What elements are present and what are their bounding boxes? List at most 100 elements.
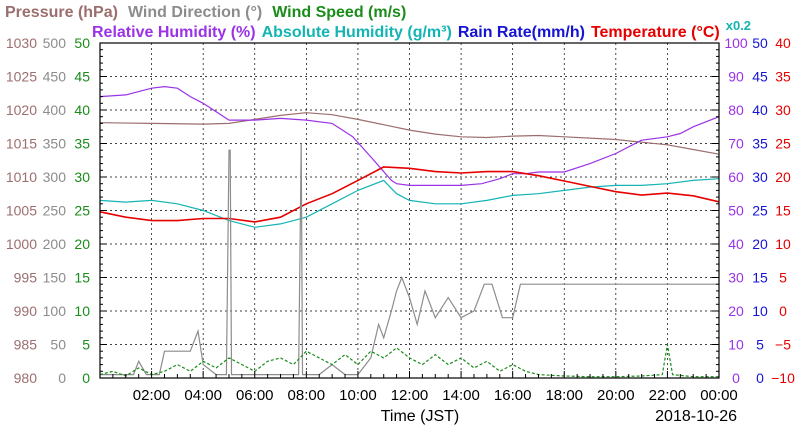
y-tick-wind_direction: 450 <box>43 69 67 85</box>
y-tick-wind_speed: 25 <box>74 203 90 219</box>
y-tick-rain_rate: 45 <box>752 69 768 85</box>
y-tick-rain_rate: 5 <box>756 337 764 353</box>
legend-entry: Pressure (hPa) <box>5 4 118 21</box>
legend-entry: Relative Humidity (%) <box>92 24 256 41</box>
y-tick-temperature: 0 <box>779 303 787 319</box>
y-tick-temperature: 20 <box>775 169 791 185</box>
y-tick-wind_speed: 0 <box>82 370 90 386</box>
y-tick-relative_humidity: 40 <box>728 236 744 252</box>
x-axis: 02:00 04:00 06:00 08:00 10:00 12:00 14:00 16:00… <box>99 371 738 404</box>
y-tick-wind_speed: 30 <box>74 169 90 185</box>
series-line <box>99 344 719 378</box>
y-tick-pressure: 1030 <box>6 35 37 51</box>
y-tick-pressure: 1020 <box>6 102 37 118</box>
y-tick-wind_speed: 35 <box>74 136 90 152</box>
y-tick-relative_humidity: 100 <box>724 35 748 51</box>
series-line <box>100 143 719 376</box>
y-tick-temperature: −10 <box>771 370 795 386</box>
y-tick-rain_rate: 10 <box>752 303 768 319</box>
y-tick-relative_humidity: 60 <box>728 169 744 185</box>
y-tick-temperature: 5 <box>779 270 787 286</box>
y-tick-rain_rate: 20 <box>752 236 768 252</box>
series-line <box>99 112 720 155</box>
legend-entry: Wind Speed (m/s) <box>272 4 406 21</box>
x-tick-label: 04:00 <box>184 387 222 404</box>
x-tick-label: 14:00 <box>442 387 480 404</box>
y-tick-pressure: 990 <box>14 303 38 319</box>
y-tick-wind_speed: 50 <box>74 35 90 51</box>
y-tick-temperature: 10 <box>775 236 791 252</box>
x-tick-label: 02:00 <box>133 387 171 404</box>
y-tick-relative_humidity: 90 <box>728 69 744 85</box>
y-tick-wind_direction: 500 <box>43 35 67 51</box>
y-tick-temperature: 30 <box>775 102 791 118</box>
y-tick-rain_rate: 40 <box>752 102 768 118</box>
x-tick-label: 00:00 <box>700 387 738 404</box>
y-tick-wind_speed: 5 <box>82 337 90 353</box>
y-tick-relative_humidity: 10 <box>728 337 744 353</box>
legend-entry: Temperature (°C) <box>591 24 720 41</box>
y-tick-wind_speed: 20 <box>74 236 90 252</box>
y-tick-pressure: 995 <box>14 270 38 286</box>
series-line <box>99 166 720 223</box>
x-tick-label: 10:00 <box>339 387 377 404</box>
y-tick-rain_rate: 30 <box>752 169 768 185</box>
y-tick-wind_direction: 400 <box>43 102 67 118</box>
y-tick-temperature: −5 <box>775 337 791 353</box>
x-axis-label: Time (JST) <box>381 408 460 425</box>
y-tick-wind_direction: 50 <box>50 337 66 353</box>
legend: Pressure (hPa) Wind Direction (°) Wind Spe… <box>5 4 751 41</box>
y-tick-wind_direction: 200 <box>43 236 67 252</box>
y-tick-rain_rate: 25 <box>752 203 768 219</box>
y-tick-pressure: 1025 <box>6 69 37 85</box>
y-tick-wind_speed: 40 <box>74 102 90 118</box>
series-line <box>99 85 720 186</box>
y-tick-wind_direction: 250 <box>43 203 67 219</box>
y-tick-relative_humidity: 70 <box>728 136 744 152</box>
y-tick-wind_direction: 350 <box>43 136 67 152</box>
y-tick-relative_humidity: 50 <box>728 203 744 219</box>
y-tick-wind_direction: 150 <box>43 270 67 286</box>
y-tick-wind_speed: 45 <box>74 69 90 85</box>
y-tick-temperature: 15 <box>775 203 791 219</box>
x-tick-label: 12:00 <box>391 387 429 404</box>
y-tick-relative_humidity: 30 <box>728 270 744 286</box>
y-tick-wind_speed: 15 <box>74 270 90 286</box>
y-axes: 9809859909951000100510101015102010251030… <box>6 35 795 386</box>
x-tick-label: 22:00 <box>649 387 687 404</box>
y-tick-pressure: 980 <box>14 370 38 386</box>
legend-entry: Wind Direction (°) <box>128 4 262 21</box>
y-tick-temperature: 25 <box>775 136 791 152</box>
y-tick-pressure: 985 <box>14 337 38 353</box>
series-layer <box>99 85 720 378</box>
legend-entry: Absolute Humidity (g/m³) <box>262 24 452 41</box>
y-tick-relative_humidity: 20 <box>728 303 744 319</box>
y-tick-rain_rate: 0 <box>756 370 764 386</box>
legend-scale-note: x0.2 <box>726 18 751 33</box>
y-tick-rain_rate: 15 <box>752 270 768 286</box>
x-tick-label: 16:00 <box>494 387 532 404</box>
y-tick-relative_humidity: 0 <box>732 370 740 386</box>
y-tick-pressure: 1000 <box>6 236 37 252</box>
y-tick-wind_direction: 0 <box>58 370 66 386</box>
y-tick-temperature: 35 <box>775 69 791 85</box>
y-tick-pressure: 1010 <box>6 169 37 185</box>
y-tick-rain_rate: 50 <box>752 35 768 51</box>
y-tick-relative_humidity: 80 <box>728 102 744 118</box>
y-tick-temperature: 40 <box>775 35 791 51</box>
y-tick-pressure: 1005 <box>6 203 37 219</box>
x-tick-label: 06:00 <box>236 387 274 404</box>
y-tick-wind_direction: 300 <box>43 169 67 185</box>
y-tick-wind_direction: 100 <box>43 303 67 319</box>
x-tick-label: 20:00 <box>597 387 635 404</box>
grid <box>100 43 719 378</box>
y-tick-rain_rate: 35 <box>752 136 768 152</box>
x-tick-label: 18:00 <box>545 387 583 404</box>
y-tick-pressure: 1015 <box>6 136 37 152</box>
date-label: 2018-10-26 <box>655 408 737 425</box>
series-line <box>99 178 720 228</box>
y-tick-wind_speed: 10 <box>74 303 90 319</box>
legend-entry: Rain Rate(mm/h) <box>458 24 585 41</box>
